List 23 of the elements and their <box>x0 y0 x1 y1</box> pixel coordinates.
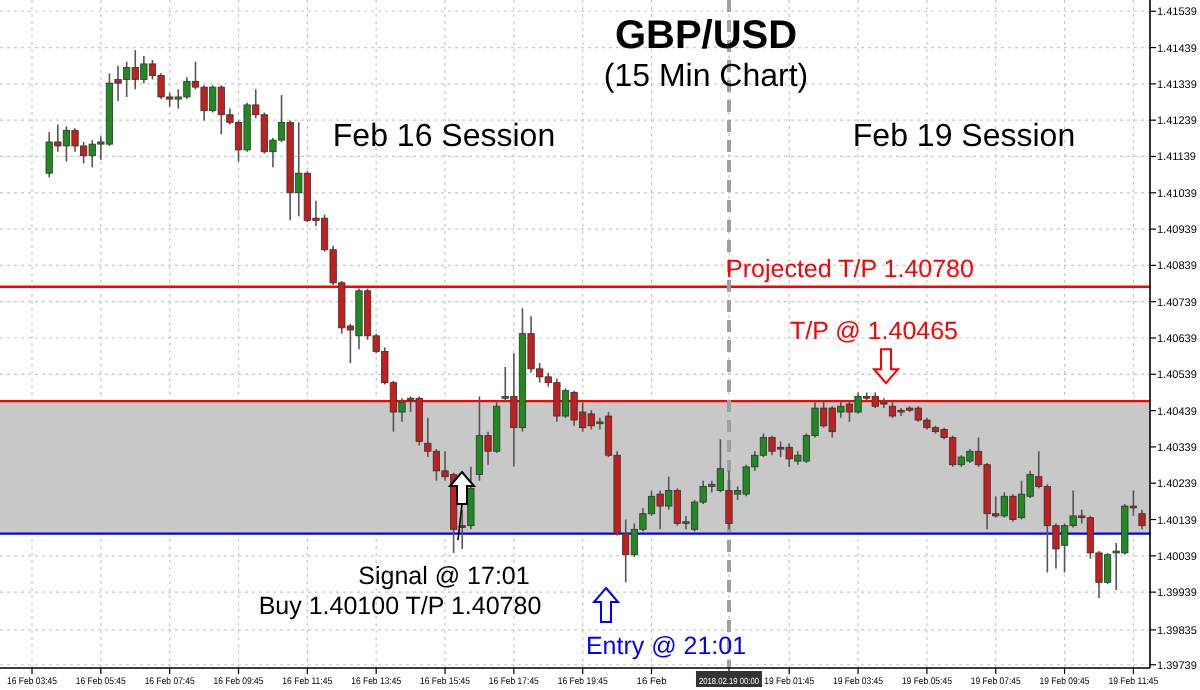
candlestick <box>1103 552 1112 585</box>
annotation: Feb 19 Session <box>852 120 1076 154</box>
ref-line-label: Projected T/P 1.40780 <box>726 254 975 283</box>
candlestick <box>432 448 441 482</box>
candlestick <box>561 387 570 419</box>
candlestick <box>1060 522 1069 574</box>
annotation: Buy 1.40100 T/P 1.40780 <box>258 592 542 620</box>
ref-line-label: T/P @ 1.40465 <box>789 317 959 346</box>
candlestick <box>768 434 776 457</box>
candlestick <box>1138 508 1146 531</box>
candlestick <box>475 395 484 482</box>
candlestick <box>355 287 363 351</box>
chart-title: GBP/USD <box>614 14 798 58</box>
candlestick <box>62 125 71 163</box>
legend-label: Entry @ 21:01 <box>585 632 747 660</box>
text: (15 Min Chart) <box>603 60 809 94</box>
candlestick <box>71 127 79 153</box>
candlestick <box>725 470 733 531</box>
candlestick <box>845 399 854 423</box>
candlestick <box>1017 479 1026 521</box>
annotation: Feb 16 Session <box>332 120 556 154</box>
annotation: Signal @ 17:01 <box>358 562 530 590</box>
candlestick <box>415 395 423 447</box>
